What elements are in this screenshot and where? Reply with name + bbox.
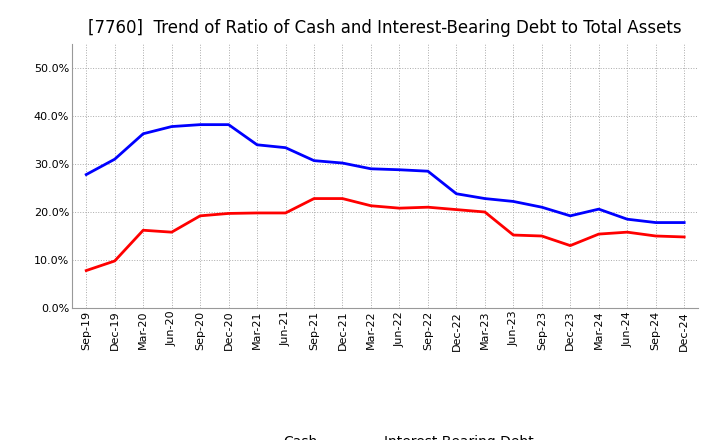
Cash — [537, 233, 546, 238]
Title: [7760]  Trend of Ratio of Cash and Interest-Bearing Debt to Total Assets: [7760] Trend of Ratio of Cash and Intere… — [89, 19, 682, 37]
Cash — [110, 258, 119, 264]
Cash — [595, 231, 603, 237]
Cash — [225, 211, 233, 216]
Cash — [509, 232, 518, 238]
Interest-Bearing Debt — [366, 166, 375, 172]
Cash — [623, 230, 631, 235]
Interest-Bearing Debt — [423, 169, 432, 174]
Cash — [282, 210, 290, 216]
Interest-Bearing Debt — [139, 131, 148, 136]
Line: Cash: Cash — [86, 198, 684, 271]
Interest-Bearing Debt — [310, 158, 318, 163]
Cash — [423, 205, 432, 210]
Legend: Cash, Interest-Bearing Debt: Cash, Interest-Bearing Debt — [231, 429, 539, 440]
Cash — [366, 203, 375, 209]
Cash — [139, 227, 148, 233]
Interest-Bearing Debt — [623, 216, 631, 222]
Cash — [253, 210, 261, 216]
Interest-Bearing Debt — [452, 191, 461, 196]
Interest-Bearing Debt — [110, 157, 119, 162]
Cash — [82, 268, 91, 273]
Interest-Bearing Debt — [652, 220, 660, 225]
Interest-Bearing Debt — [680, 220, 688, 225]
Interest-Bearing Debt — [82, 172, 91, 177]
Interest-Bearing Debt — [395, 167, 404, 172]
Cash — [480, 209, 489, 215]
Cash — [167, 230, 176, 235]
Cash — [452, 207, 461, 212]
Interest-Bearing Debt — [566, 213, 575, 219]
Interest-Bearing Debt — [595, 206, 603, 212]
Interest-Bearing Debt — [537, 205, 546, 210]
Cash — [652, 233, 660, 238]
Cash — [680, 235, 688, 240]
Interest-Bearing Debt — [338, 161, 347, 166]
Cash — [338, 196, 347, 201]
Interest-Bearing Debt — [480, 196, 489, 201]
Cash — [310, 196, 318, 201]
Interest-Bearing Debt — [167, 124, 176, 129]
Cash — [196, 213, 204, 219]
Cash — [566, 243, 575, 248]
Interest-Bearing Debt — [282, 145, 290, 150]
Cash — [395, 205, 404, 211]
Interest-Bearing Debt — [196, 122, 204, 127]
Line: Interest-Bearing Debt: Interest-Bearing Debt — [86, 125, 684, 223]
Interest-Bearing Debt — [509, 199, 518, 204]
Interest-Bearing Debt — [225, 122, 233, 127]
Interest-Bearing Debt — [253, 142, 261, 147]
